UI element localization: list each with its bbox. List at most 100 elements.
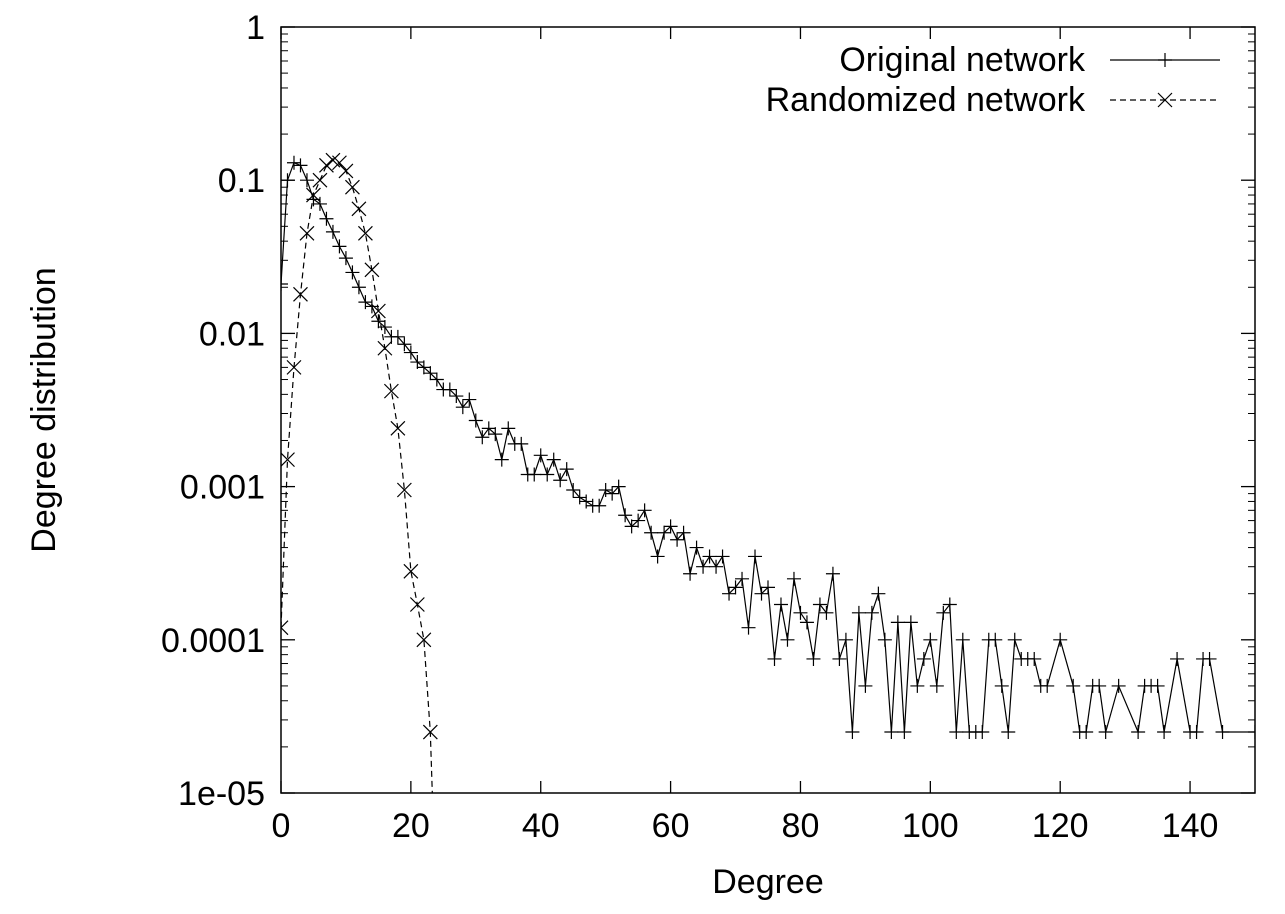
data-point-0 xyxy=(773,597,788,612)
data-point-0 xyxy=(838,632,853,647)
data-point-0 xyxy=(1150,678,1165,693)
data-point-0 xyxy=(650,549,665,564)
data-point-0 xyxy=(390,329,405,344)
data-point-0 xyxy=(806,651,821,666)
data-point-0 xyxy=(676,525,691,540)
data-point-0 xyxy=(670,532,685,547)
data-point-0 xyxy=(1098,725,1113,740)
data-point-0 xyxy=(611,479,626,494)
data-point-0 xyxy=(540,467,555,482)
x-tick-label: 100 xyxy=(902,807,959,845)
data-point-0 xyxy=(936,605,951,620)
data-point-0 xyxy=(572,490,587,505)
data-point-0 xyxy=(877,632,892,647)
data-point-0 xyxy=(338,251,353,266)
data-point-0 xyxy=(916,651,931,666)
data-point-0 xyxy=(624,519,639,534)
data-point-0 xyxy=(579,494,594,509)
data-point-0 xyxy=(527,467,542,482)
data-point-0 xyxy=(975,725,990,740)
data-point-0 xyxy=(403,345,418,360)
data-point-0 xyxy=(319,211,334,226)
data-point-0 xyxy=(1040,678,1055,693)
data-point-1 xyxy=(286,359,302,375)
data-point-0 xyxy=(709,559,724,574)
data-point-0 xyxy=(377,320,392,335)
data-point-1 xyxy=(338,163,354,179)
data-point-0 xyxy=(286,155,301,170)
data-point-1 xyxy=(319,157,334,173)
data-point-0 xyxy=(851,605,866,620)
data-point-0 xyxy=(1189,725,1204,740)
data-point-0 xyxy=(592,498,607,513)
data-point-1 xyxy=(332,155,347,171)
data-point-0 xyxy=(786,571,801,586)
data-point-0 xyxy=(312,196,327,211)
data-point-0 xyxy=(299,173,314,188)
series-line-1 xyxy=(281,159,433,793)
data-point-0 xyxy=(832,651,847,666)
data-point-1 xyxy=(281,620,289,636)
data-point-0 xyxy=(799,615,814,630)
data-point-1 xyxy=(416,632,432,648)
x-axis-title: Degree xyxy=(712,863,824,901)
data-point-0 xyxy=(423,366,438,381)
data-point-0 xyxy=(605,486,620,501)
data-point-0 xyxy=(631,513,646,528)
y-axis-title: Degree distribution xyxy=(25,267,63,552)
legend-marker-0 xyxy=(1158,53,1172,67)
data-point-0 xyxy=(819,605,834,620)
data-point-0 xyxy=(462,392,477,407)
data-point-0 xyxy=(949,725,964,740)
data-point-0 xyxy=(748,549,763,564)
data-point-0 xyxy=(780,632,795,647)
data-point-1 xyxy=(351,201,367,217)
data-point-0 xyxy=(1248,725,1255,740)
data-point-0 xyxy=(812,597,827,612)
data-point-0 xyxy=(553,473,568,488)
data-point-0 xyxy=(903,615,918,630)
data-point-0 xyxy=(293,158,308,173)
plot-frame xyxy=(280,26,1256,794)
y-tick-label: 1e-05 xyxy=(178,775,265,813)
data-point-0 xyxy=(281,277,288,292)
y-tick-label: 0.001 xyxy=(180,469,265,507)
axes: 0 20 40 60 80 100 120 140 1e-05 0.0001 0.001 0.01 0.… xyxy=(161,9,1256,845)
x-tick-label: 80 xyxy=(782,807,820,845)
data-point-1 xyxy=(377,340,393,356)
data-point-0 xyxy=(657,525,672,540)
data-point-0 xyxy=(416,360,431,375)
data-point-0 xyxy=(897,725,912,740)
data-point-0 xyxy=(358,295,373,310)
data-point-0 xyxy=(559,462,574,477)
data-point-0 xyxy=(683,566,698,581)
data-point-1 xyxy=(370,303,386,319)
data-point-0 xyxy=(871,586,886,601)
y-tick-label: 0.0001 xyxy=(161,622,265,660)
data-point-0 xyxy=(890,615,905,630)
x-tick-label: 60 xyxy=(652,807,690,845)
data-point-0 xyxy=(1111,678,1126,693)
x-tick-label: 140 xyxy=(1162,807,1219,845)
x-tick-label: 120 xyxy=(1032,807,1089,845)
data-point-0 xyxy=(618,508,633,523)
x-tick-label: 40 xyxy=(522,807,560,845)
data-point-0 xyxy=(864,605,879,620)
data-point-0 xyxy=(988,632,1003,647)
data-point-0 xyxy=(994,678,1009,693)
data-point-0 xyxy=(728,580,743,595)
data-point-0 xyxy=(351,280,366,295)
data-point-0 xyxy=(1066,678,1081,693)
data-point-0 xyxy=(1001,725,1016,740)
data-point-0 xyxy=(442,382,457,397)
data-point-0 xyxy=(722,586,737,601)
data-point-0 xyxy=(501,421,516,436)
data-point-0 xyxy=(533,448,548,463)
data-point-0 xyxy=(494,452,509,467)
plot-area xyxy=(281,152,1255,793)
data-point-0 xyxy=(735,571,750,586)
data-point-1 xyxy=(293,286,308,302)
data-point-1 xyxy=(357,225,373,241)
data-point-0 xyxy=(345,265,360,280)
